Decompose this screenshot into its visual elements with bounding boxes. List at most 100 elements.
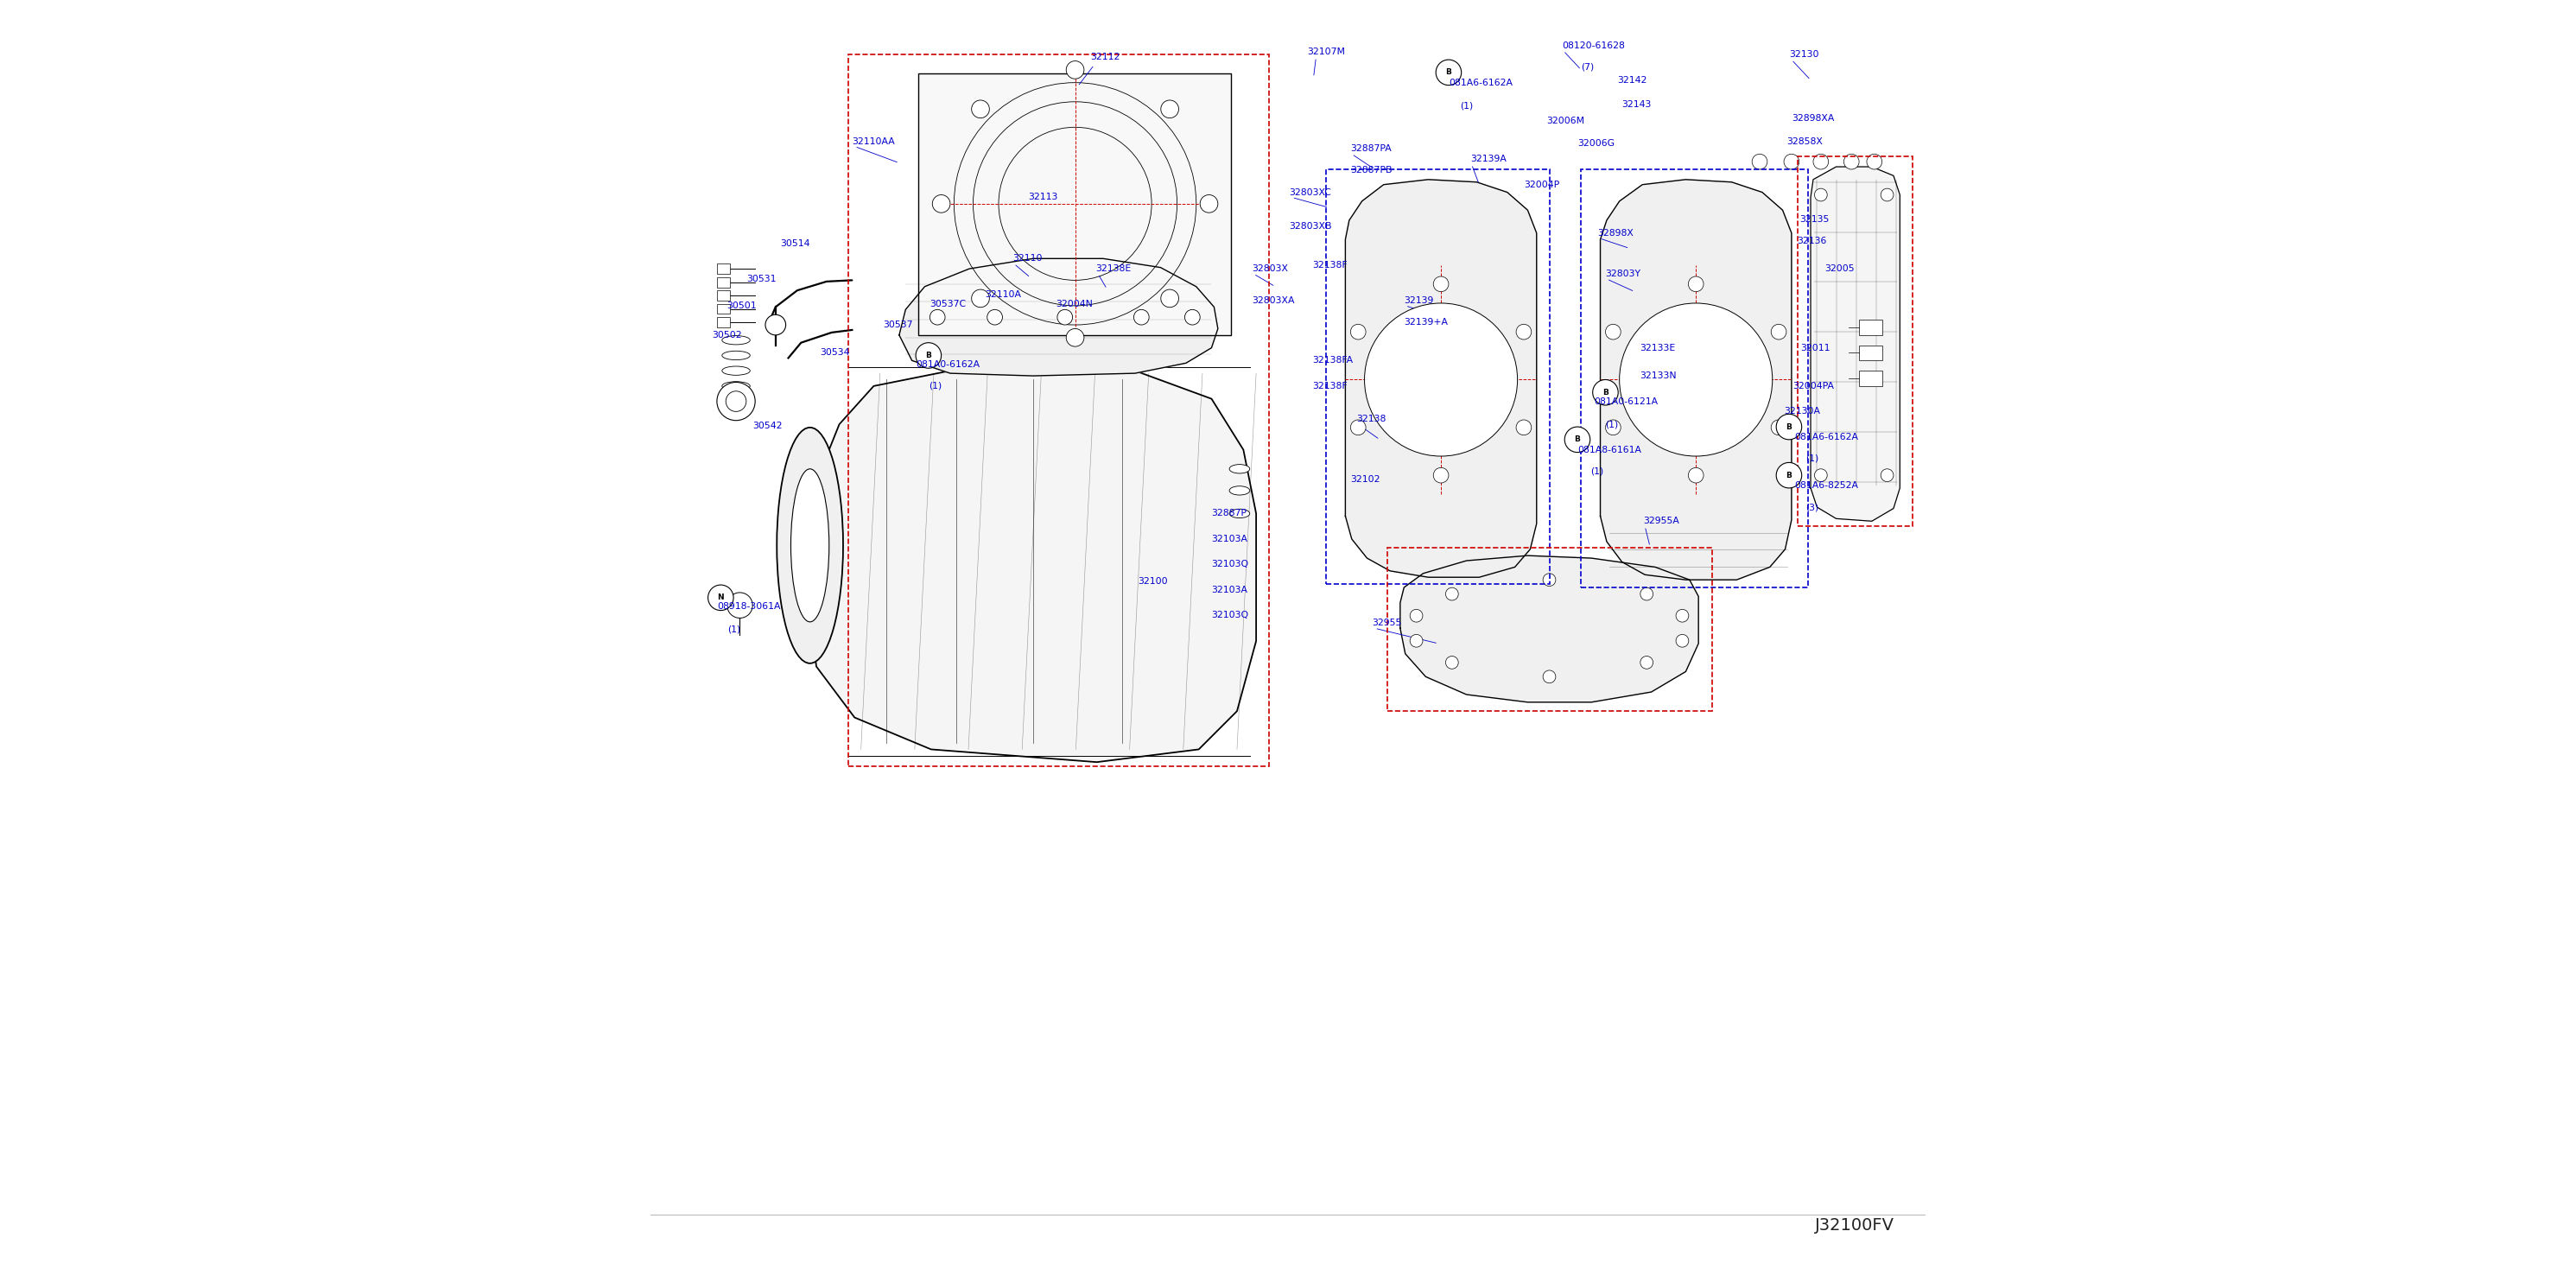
Text: 32138FA: 32138FA [1311,356,1352,365]
Text: 32803X: 32803X [1252,264,1288,273]
Text: 30502: 30502 [711,331,742,340]
Circle shape [1772,419,1785,435]
Circle shape [1543,670,1556,683]
Circle shape [930,309,945,324]
Circle shape [1687,468,1703,483]
Circle shape [1777,414,1801,440]
Circle shape [987,309,1002,324]
Circle shape [1814,469,1826,482]
Text: B: B [1602,388,1607,396]
Text: 32898X: 32898X [1597,228,1633,237]
Circle shape [1772,324,1785,340]
Text: 32110AA: 32110AA [853,137,894,146]
Circle shape [765,314,786,335]
Text: 32139A: 32139A [1471,155,1507,163]
Circle shape [971,290,989,308]
Circle shape [1783,154,1798,169]
Text: 32138F: 32138F [1311,382,1347,390]
Circle shape [1066,62,1084,78]
Text: B: B [925,351,933,359]
Text: 32143: 32143 [1623,100,1651,109]
Circle shape [1605,419,1620,435]
Circle shape [917,342,940,368]
Text: N: N [719,594,724,601]
Circle shape [1517,419,1530,435]
Ellipse shape [721,351,750,360]
Circle shape [1687,277,1703,292]
Circle shape [1185,309,1200,324]
Text: 081A0-6121A: 081A0-6121A [1595,397,1659,405]
Circle shape [1056,309,1072,324]
Text: 30537C: 30537C [930,300,966,309]
Ellipse shape [791,469,829,622]
Circle shape [1643,326,1749,433]
Bar [1860,345,1883,360]
Text: 32136: 32136 [1795,236,1826,245]
Polygon shape [899,259,1218,376]
Bar [716,277,729,287]
Circle shape [1592,379,1618,405]
Text: 30542: 30542 [752,422,783,429]
Polygon shape [1811,167,1901,522]
Circle shape [1435,60,1461,85]
Ellipse shape [721,336,750,345]
Bar [1327,169,1548,583]
Circle shape [1409,635,1422,647]
Text: 30537: 30537 [884,320,912,329]
Text: 32006G: 32006G [1577,140,1615,149]
Text: 081A6-8252A: 081A6-8252A [1793,481,1857,490]
Circle shape [1564,427,1589,453]
Text: (1): (1) [1461,101,1473,110]
Text: (1): (1) [1605,420,1618,428]
Circle shape [1880,469,1893,482]
Text: 32004P: 32004P [1525,181,1558,188]
Text: 32887P: 32887P [1211,509,1247,518]
Text: 32955A: 32955A [1643,517,1680,526]
Circle shape [1409,609,1422,622]
Text: 30514: 30514 [781,238,811,247]
Text: 32133E: 32133E [1641,344,1674,353]
Circle shape [1445,656,1458,669]
Circle shape [1880,188,1893,201]
Circle shape [726,391,747,412]
Circle shape [1814,188,1826,201]
Text: 08120-61628: 08120-61628 [1561,41,1625,50]
Circle shape [1066,328,1084,346]
Circle shape [1133,309,1149,324]
Circle shape [1605,324,1620,340]
Text: 32112: 32112 [1090,53,1121,62]
Circle shape [1543,573,1556,586]
Text: 081A6-6162A: 081A6-6162A [1448,78,1512,87]
Text: 32004PA: 32004PA [1793,382,1834,390]
Ellipse shape [1229,486,1249,495]
Bar [1388,547,1713,712]
Circle shape [1162,100,1180,118]
Text: 08918-3061A: 08918-3061A [716,603,781,612]
Text: 32130: 32130 [1788,50,1819,59]
Text: 32858X: 32858X [1785,137,1824,146]
Circle shape [1200,195,1218,213]
Polygon shape [1345,179,1535,577]
Circle shape [1432,468,1448,483]
Circle shape [708,585,734,610]
Text: 32887PB: 32887PB [1350,167,1394,174]
Text: 32103A: 32103A [1211,586,1247,595]
Circle shape [1365,303,1517,456]
Text: 32110: 32110 [1012,254,1043,263]
Bar [716,291,729,300]
Text: B: B [1785,472,1793,479]
Ellipse shape [1229,509,1249,518]
Text: (1): (1) [1589,467,1602,476]
Text: 32110A: 32110A [984,290,1020,299]
Bar [1798,156,1911,527]
Circle shape [1777,463,1801,488]
Polygon shape [1600,179,1790,579]
Circle shape [716,382,755,420]
Text: 32102: 32102 [1350,474,1381,483]
Text: J32100FV: J32100FV [1816,1218,1896,1233]
Text: 32113: 32113 [1028,194,1059,201]
Ellipse shape [721,367,750,376]
Text: 32138F: 32138F [1311,260,1347,269]
Text: 32803XC: 32803XC [1288,188,1332,196]
Text: 32803Y: 32803Y [1605,269,1641,278]
